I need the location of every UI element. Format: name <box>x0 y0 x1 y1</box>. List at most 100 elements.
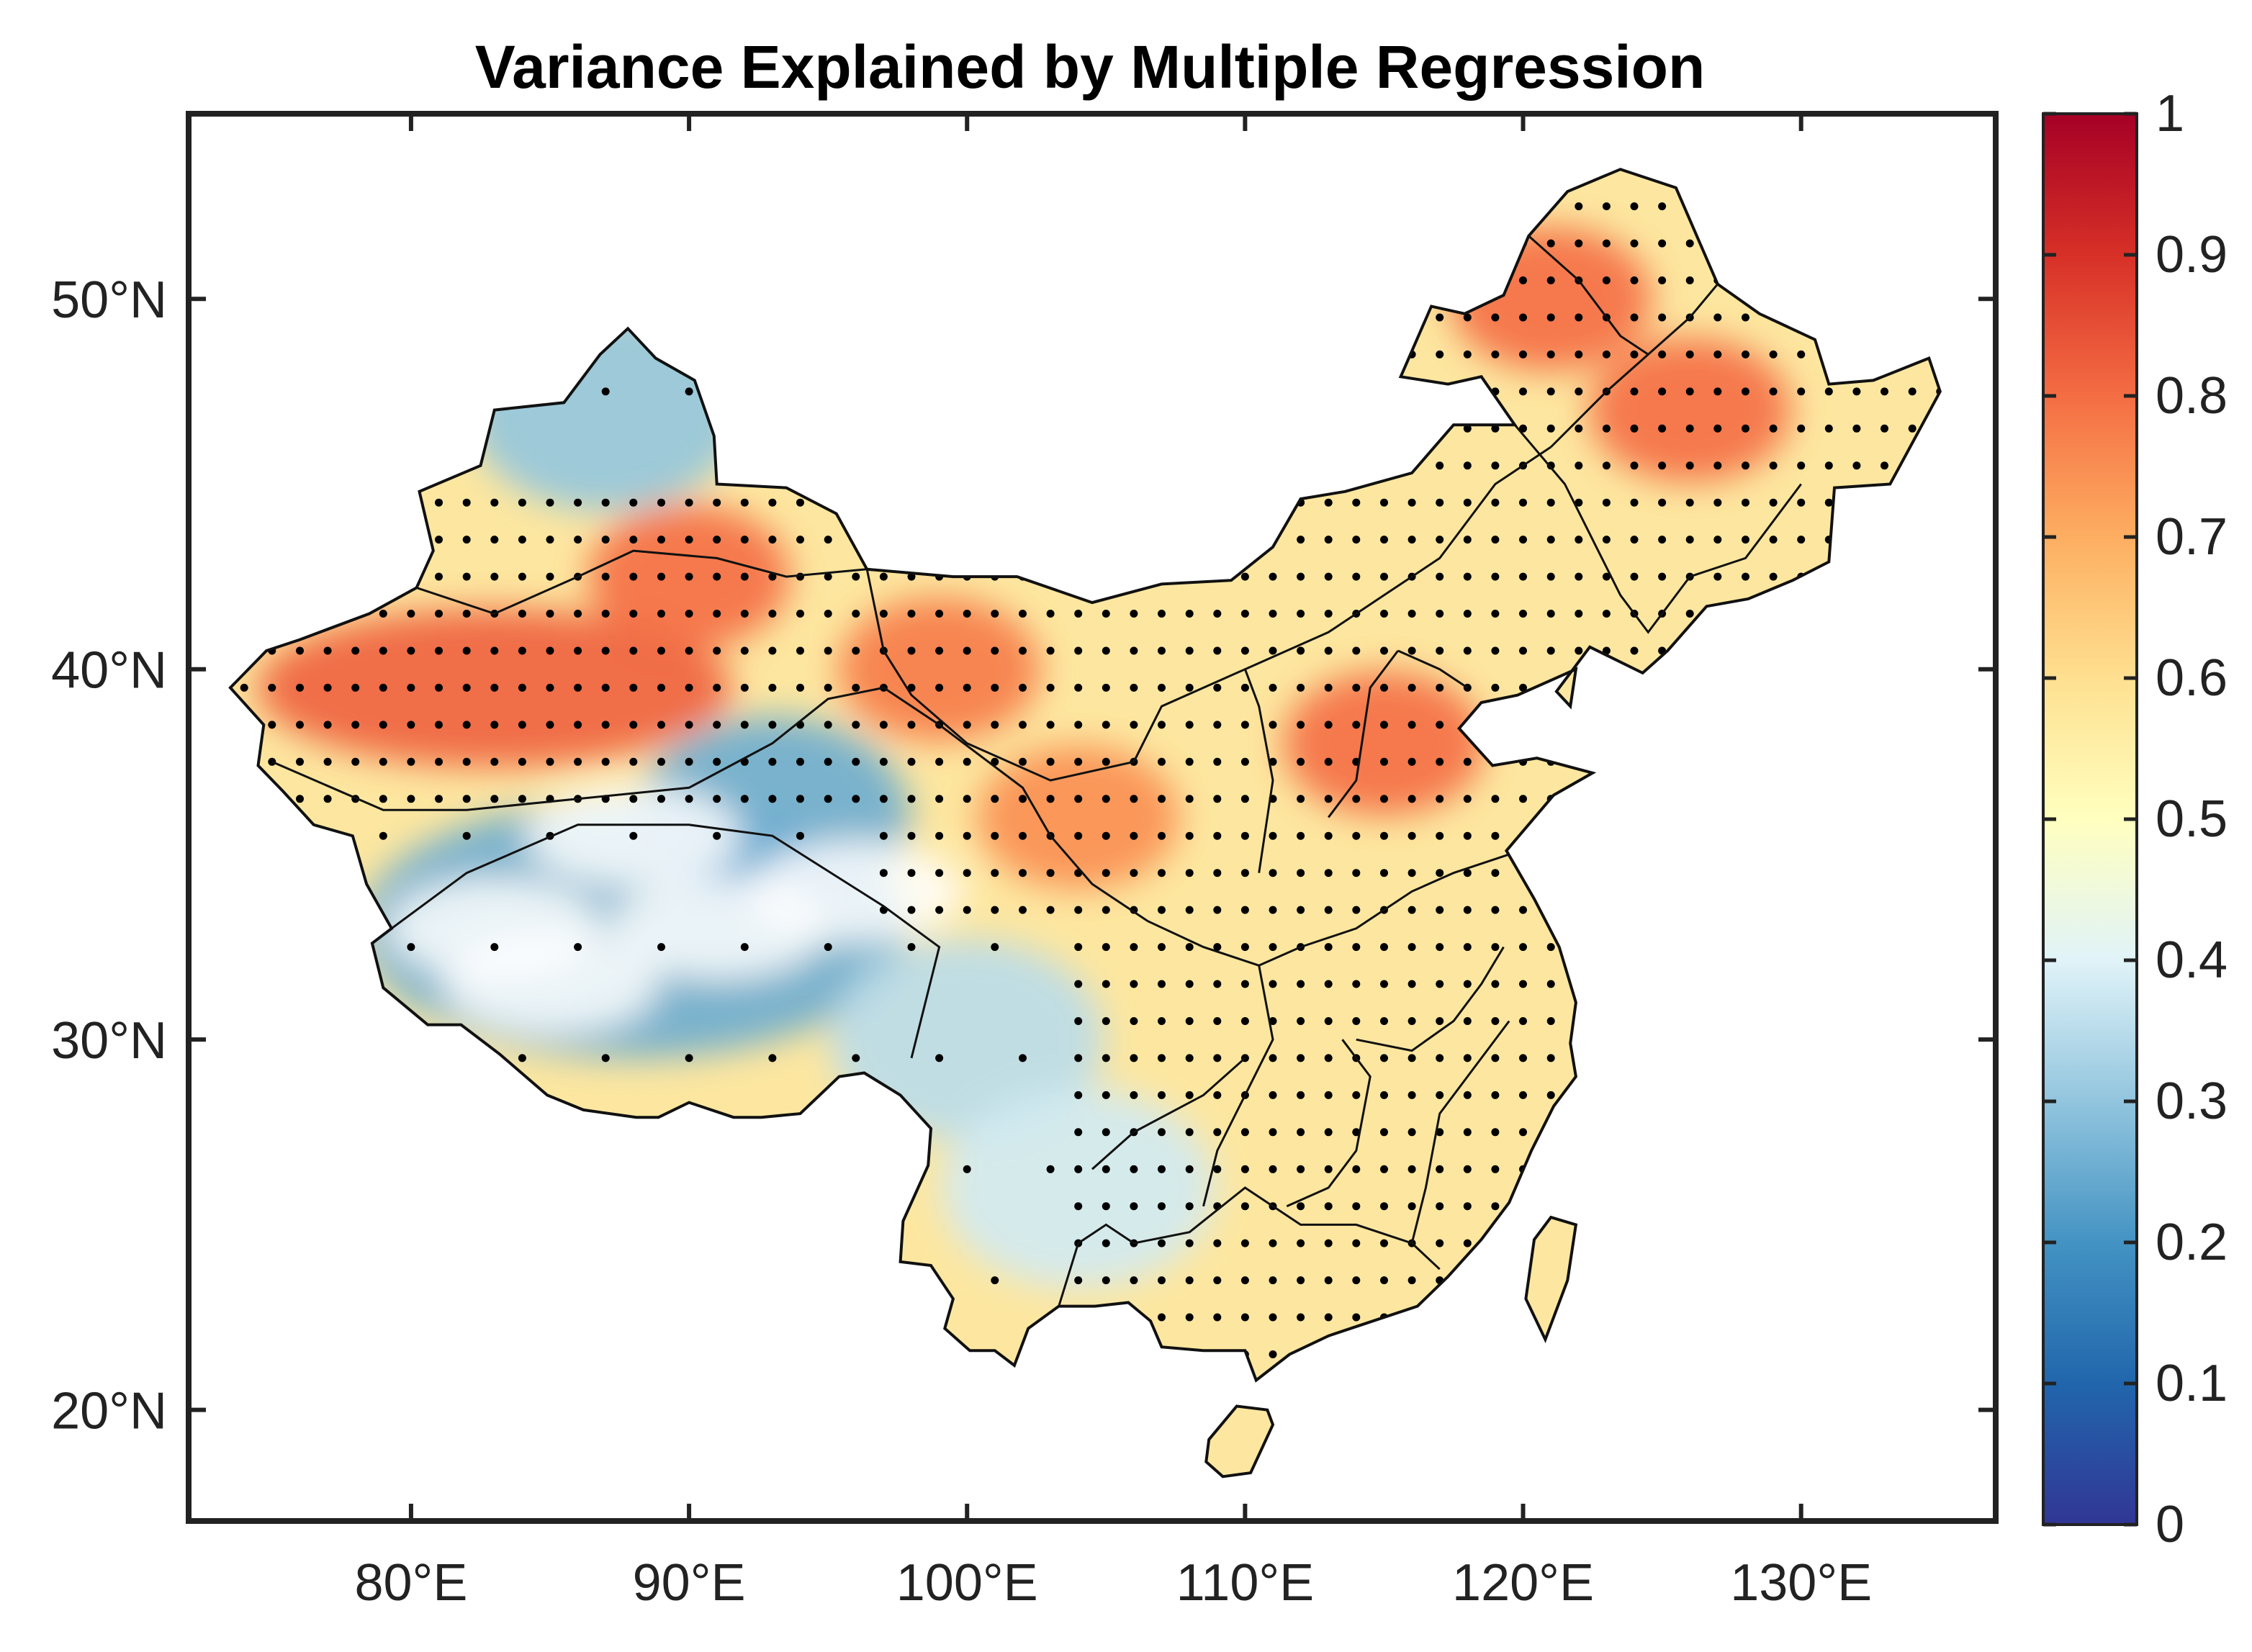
significance-dot <box>1630 646 1639 655</box>
significance-dot <box>1130 1202 1138 1211</box>
significance-dot <box>1630 387 1639 396</box>
significance-dot <box>1324 795 1333 803</box>
significance-dot <box>1408 1017 1416 1025</box>
significance-dot <box>1408 943 1416 952</box>
significance-dot <box>546 536 554 544</box>
significance-dot <box>1269 906 1277 914</box>
significance-dot <box>1352 980 1361 988</box>
significance-dot <box>268 683 276 692</box>
significance-dot <box>1881 461 1888 470</box>
significance-dot <box>1436 831 1444 840</box>
significance-dot <box>601 536 610 544</box>
significance-dot <box>963 795 971 803</box>
significance-dot <box>1240 721 1249 729</box>
significance-dot <box>407 943 415 952</box>
significance-dot <box>685 721 693 729</box>
significance-dot <box>1158 869 1166 877</box>
significance-dot <box>1158 610 1166 618</box>
significance-dot <box>1046 721 1055 729</box>
significance-dot <box>629 610 638 618</box>
significance-dot <box>1352 1239 1361 1247</box>
significance-dot <box>351 757 360 766</box>
province-boundary <box>1356 946 1505 1052</box>
significance-dot <box>1158 757 1166 766</box>
significance-dot <box>824 757 832 766</box>
significance-dot <box>1297 906 1305 914</box>
significance-dot <box>1658 350 1667 358</box>
significance-dot <box>1352 795 1361 803</box>
significance-dot <box>1546 572 1555 581</box>
significance-dot <box>1240 1017 1249 1025</box>
significance-dot <box>907 610 916 618</box>
significance-dot <box>323 757 332 766</box>
significance-dot <box>1463 424 1472 433</box>
significance-dot <box>1213 1091 1222 1099</box>
significance-dot <box>1297 795 1305 803</box>
province-boundary <box>1243 669 1274 873</box>
significance-dot <box>1019 721 1027 729</box>
significance-dot <box>351 721 360 729</box>
significance-dot <box>1074 1017 1083 1025</box>
significance-dot <box>1213 1239 1222 1247</box>
significance-dot <box>963 831 971 840</box>
significance-dot <box>1713 572 1722 581</box>
significance-dot <box>1046 646 1055 655</box>
significance-dot <box>518 683 526 692</box>
significance-dot <box>1519 350 1527 358</box>
significance-dot <box>407 610 415 618</box>
significance-dot <box>1019 906 1027 914</box>
significance-dot <box>601 721 610 729</box>
lon-tick-label: 100°E <box>896 1554 1038 1612</box>
field-patch-north-china-plain <box>1283 671 1485 816</box>
significance-dot <box>963 610 971 618</box>
significance-dot <box>1074 1128 1083 1137</box>
significance-dot <box>1380 683 1388 692</box>
significance-dot <box>907 757 916 766</box>
significance-dot <box>462 498 471 507</box>
significance-dot <box>1658 572 1667 581</box>
significance-dot <box>1658 239 1667 248</box>
significance-dot <box>1352 1091 1361 1099</box>
significance-dot <box>1240 646 1249 655</box>
significance-dot <box>462 831 471 840</box>
significance-dot <box>1324 1017 1333 1025</box>
significance-dot <box>1352 721 1361 729</box>
significance-dot <box>1380 610 1388 618</box>
significance-dot <box>1380 757 1388 766</box>
significance-dot <box>1685 276 1694 284</box>
significance-dot <box>1019 795 1027 803</box>
significance-dot <box>1408 795 1416 803</box>
significance-dot <box>963 646 971 655</box>
significance-dot <box>1240 1202 1249 1211</box>
province-boundary <box>1528 235 1649 356</box>
significance-dot <box>1436 1128 1444 1137</box>
significance-dot <box>1380 795 1388 803</box>
significance-dot <box>1269 831 1277 840</box>
significance-dot <box>1685 239 1694 248</box>
significance-dot <box>1742 461 1749 470</box>
province-boundary <box>1147 920 1274 1207</box>
significance-dot <box>685 795 693 803</box>
significance-dot <box>879 795 888 803</box>
significance-dot <box>963 869 971 877</box>
significance-dot <box>657 646 665 655</box>
significance-dot <box>824 795 832 803</box>
significance-dot <box>1546 1054 1555 1062</box>
significance-dot <box>1546 536 1555 544</box>
significance-dot <box>1491 1054 1500 1062</box>
significance-dot <box>1213 980 1222 988</box>
significance-dot <box>713 498 721 507</box>
significance-dot <box>1158 646 1166 655</box>
significance-dot <box>1297 1165 1305 1173</box>
field-patch-northeast <box>1589 338 1791 482</box>
significance-dot <box>629 831 638 840</box>
significance-dot <box>1102 1017 1110 1025</box>
significance-dot <box>1019 757 1027 766</box>
colorbar-tick-label: 0.9 <box>2156 226 2228 284</box>
significance-dot <box>1352 906 1361 914</box>
significance-dot <box>1852 461 1861 470</box>
significance-dot <box>629 536 638 544</box>
significance-dot <box>1463 572 1472 581</box>
significance-dot <box>935 831 944 840</box>
significance-dot <box>1324 943 1333 952</box>
